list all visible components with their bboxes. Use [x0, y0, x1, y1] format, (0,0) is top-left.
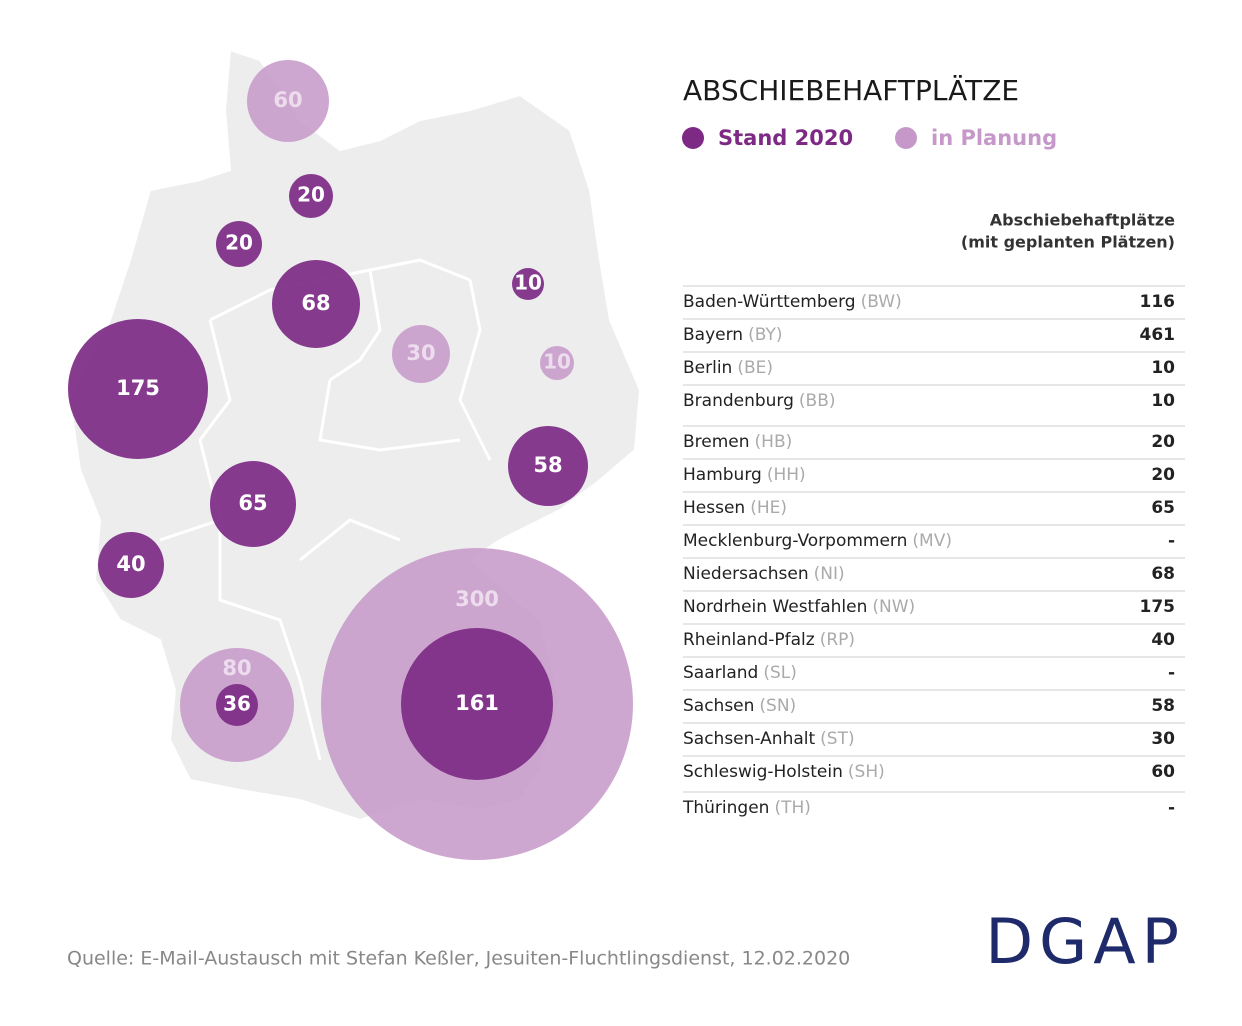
- bubble: [247, 60, 329, 142]
- state-value: 10: [1151, 391, 1175, 411]
- state-name: Saarland: [683, 663, 758, 683]
- state-abbr: (ST): [820, 729, 854, 749]
- state-name: Sachsen: [683, 696, 754, 716]
- state-value: 40: [1151, 630, 1175, 650]
- state-name: Nordrhein Westfahlen: [683, 597, 867, 617]
- table-header: Abschiebehaftplätze: [990, 211, 1175, 230]
- bubble: [216, 684, 258, 726]
- state-name: Thüringen: [682, 798, 769, 818]
- bubble: [210, 461, 296, 547]
- state-abbr: (BW): [861, 292, 902, 312]
- state-value: 10: [1151, 358, 1175, 378]
- state-name: Bremen: [683, 432, 750, 452]
- state-name: Sachsen-Anhalt: [683, 729, 815, 749]
- bubble-label: 30: [406, 341, 435, 365]
- state-abbr: (NI): [814, 564, 845, 584]
- bubble-label: 36: [223, 692, 251, 716]
- state-name: Niedersachsen: [683, 564, 809, 584]
- bubble-label: 60: [273, 88, 302, 112]
- state-value: 58: [1151, 696, 1175, 716]
- bubble: [68, 319, 208, 459]
- bubble-label: 161: [455, 691, 499, 715]
- bubble: [272, 260, 360, 348]
- state-name: Brandenburg: [683, 391, 794, 411]
- legend-label: Stand 2020: [718, 126, 853, 150]
- bubble: [540, 346, 574, 380]
- state-value: -: [1168, 531, 1175, 551]
- bubble-label: 300: [455, 587, 499, 611]
- state-name: Mecklenburg-Vorpommern: [683, 531, 907, 551]
- state-name: Baden-Württemberg: [683, 292, 856, 312]
- legend-marker: [682, 127, 704, 149]
- legend-marker: [895, 127, 917, 149]
- bubble-label: 20: [297, 183, 325, 207]
- state-abbr: (SH): [848, 762, 885, 782]
- legend-label: in Planung: [931, 126, 1057, 150]
- state-abbr: (HH): [767, 465, 806, 485]
- bubble: [401, 628, 553, 780]
- bubble-label: 58: [533, 453, 562, 477]
- state-value: 20: [1151, 465, 1175, 485]
- state-abbr: (NW): [872, 597, 915, 617]
- state-abbr: (BB): [799, 391, 836, 411]
- bubble-label: 10: [514, 271, 542, 295]
- state-name: Berlin: [683, 358, 732, 378]
- bubbles: 60 30 10 300 80 20 20 68 10 175 58 65 40 161 36: [68, 60, 633, 860]
- state-abbr: (RP): [820, 630, 855, 650]
- bubble-label: 20: [225, 231, 253, 255]
- state-abbr: (SL): [763, 663, 797, 683]
- state-value: 30: [1151, 729, 1175, 749]
- state-abbr: (BY): [748, 325, 782, 345]
- state-abbr: (TH): [774, 798, 810, 818]
- state-abbr: (HE): [750, 498, 787, 518]
- bubble-label: 65: [238, 491, 267, 515]
- table: Baden-Württemberg (BW) 116 Bayern (BY) 461 Ber…: [682, 285, 1185, 818]
- state-abbr: (HB): [755, 432, 793, 452]
- state-value: -: [1168, 798, 1175, 818]
- bubble-label: 68: [301, 291, 330, 315]
- state-value: 20: [1151, 432, 1175, 452]
- table-header: (mit geplanten Plätzen): [961, 233, 1175, 252]
- state-name: Schleswig-Holstein: [683, 762, 843, 782]
- state-value: 116: [1140, 292, 1176, 312]
- state-name: Hamburg: [683, 465, 762, 485]
- bubble: [392, 325, 450, 383]
- bubble: [512, 268, 544, 300]
- state-value: 461: [1140, 325, 1176, 345]
- title: ABSCHIEBEHAFTPLÄTZE: [683, 74, 1019, 107]
- bubble-label: 10: [543, 350, 571, 374]
- state-value: 175: [1140, 597, 1176, 617]
- state-abbr: (BE): [737, 358, 773, 378]
- state-abbr: (MV): [912, 531, 952, 551]
- bubble: [98, 532, 164, 598]
- bubble: [508, 426, 588, 506]
- logo: DGAP: [985, 905, 1185, 978]
- state-value: 65: [1151, 498, 1175, 518]
- state-name: Bayern: [683, 325, 743, 345]
- state-name: Hessen: [683, 498, 745, 518]
- bubble-label: 40: [116, 552, 145, 576]
- state-name: Rheinland-Pfalz: [683, 630, 815, 650]
- state-value: 60: [1151, 762, 1175, 782]
- bubble-label: 175: [116, 376, 160, 400]
- source: Quelle: E-Mail-Austausch mit Stefan Keßl…: [67, 948, 850, 970]
- bubble: [216, 221, 262, 267]
- state-value: 68: [1151, 564, 1175, 584]
- bubble: [289, 174, 333, 218]
- state-borders: [159, 258, 492, 761]
- state-abbr: (SN): [759, 696, 796, 716]
- state-value: -: [1168, 663, 1175, 683]
- bubble-label: 80: [222, 656, 251, 680]
